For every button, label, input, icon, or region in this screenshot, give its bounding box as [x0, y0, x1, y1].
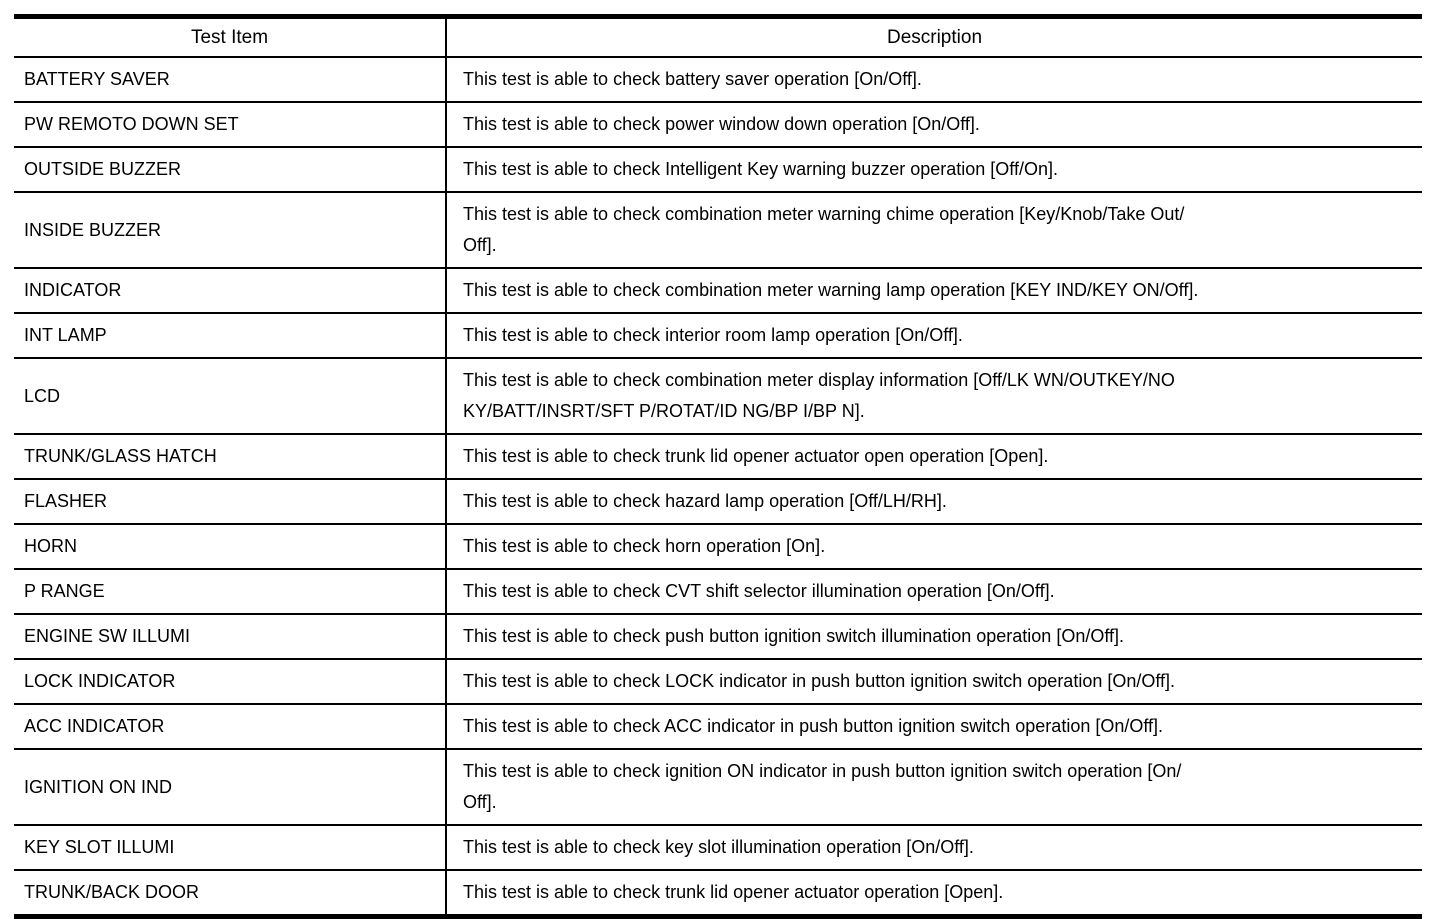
description-cell: This test is able to check CVT shift sel…	[446, 569, 1422, 615]
table-row: OUTSIDE BUZZER This test is able to chec…	[14, 147, 1422, 193]
test-item-cell: TRUNK/BACK DOOR	[14, 870, 447, 917]
description-cell: This test is able to check combination m…	[446, 268, 1422, 314]
table-row: HORN This test is able to check horn ope…	[14, 524, 1422, 570]
description-cell: This test is able to check combination m…	[446, 358, 1422, 435]
table-row: LOCK INDICATOR This test is able to chec…	[14, 659, 1422, 705]
table-row: BATTERY SAVER This test is able to check…	[14, 57, 1422, 103]
test-item-cell: INDICATOR	[14, 268, 447, 314]
test-item-cell: INT LAMP	[14, 313, 447, 359]
test-item-cell: LOCK INDICATOR	[14, 659, 447, 705]
test-table-body: BATTERY SAVER This test is able to check…	[14, 57, 1422, 917]
test-item-cell: IGNITION ON IND	[14, 749, 447, 826]
table-row: INDICATOR This test is able to check com…	[14, 268, 1422, 314]
description-cell: This test is able to check ACC indicator…	[446, 704, 1422, 750]
description-cell: This test is able to check battery saver…	[446, 57, 1422, 103]
table-row: INT LAMP This test is able to check inte…	[14, 313, 1422, 359]
description-cell: This test is able to check Intelligent K…	[446, 147, 1422, 193]
test-item-cell: ENGINE SW ILLUMI	[14, 614, 447, 660]
table-header-row: Test Item Description	[14, 16, 1422, 58]
test-item-cell: KEY SLOT ILLUMI	[14, 825, 447, 871]
test-item-cell: LCD	[14, 358, 447, 435]
table-row: FLASHER This test is able to check hazar…	[14, 479, 1422, 525]
test-item-cell: P RANGE	[14, 569, 447, 615]
test-item-cell: ACC INDICATOR	[14, 704, 447, 750]
description-cell: This test is able to check combination m…	[446, 192, 1422, 269]
description-cell: This test is able to check interior room…	[446, 313, 1422, 359]
description-cell: This test is able to check horn operatio…	[446, 524, 1422, 570]
table-row: PW REMOTO DOWN SET This test is able to …	[14, 102, 1422, 148]
description-cell: This test is able to check trunk lid ope…	[446, 434, 1422, 480]
table-row: ENGINE SW ILLUMI This test is able to ch…	[14, 614, 1422, 660]
description-cell: This test is able to check LOCK indicato…	[446, 659, 1422, 705]
table-row: KEY SLOT ILLUMI This test is able to che…	[14, 825, 1422, 871]
table-row: TRUNK/GLASS HATCH This test is able to c…	[14, 434, 1422, 480]
description-cell: This test is able to check power window …	[446, 102, 1422, 148]
test-item-cell: OUTSIDE BUZZER	[14, 147, 447, 193]
test-item-cell: TRUNK/GLASS HATCH	[14, 434, 447, 480]
test-item-table: Test Item Description BATTERY SAVER This…	[14, 14, 1422, 919]
table-row: TRUNK/BACK DOOR This test is able to che…	[14, 870, 1422, 917]
column-header-description: Description	[446, 16, 1422, 58]
table-row: P RANGE This test is able to check CVT s…	[14, 569, 1422, 615]
document-page: Test Item Description BATTERY SAVER This…	[0, 14, 1456, 919]
description-cell: This test is able to check ignition ON i…	[446, 749, 1422, 826]
table-row: LCD This test is able to check combinati…	[14, 358, 1422, 435]
test-item-cell: FLASHER	[14, 479, 447, 525]
description-cell: This test is able to check key slot illu…	[446, 825, 1422, 871]
test-item-cell: INSIDE BUZZER	[14, 192, 447, 269]
table-row: ACC INDICATOR This test is able to check…	[14, 704, 1422, 750]
description-cell: This test is able to check push button i…	[446, 614, 1422, 660]
description-cell: This test is able to check hazard lamp o…	[446, 479, 1422, 525]
test-item-cell: HORN	[14, 524, 447, 570]
test-item-cell: BATTERY SAVER	[14, 57, 447, 103]
column-header-test-item: Test Item	[14, 16, 447, 58]
test-item-cell: PW REMOTO DOWN SET	[14, 102, 447, 148]
table-row: IGNITION ON IND This test is able to che…	[14, 749, 1422, 826]
table-row: INSIDE BUZZER This test is able to check…	[14, 192, 1422, 269]
description-cell: This test is able to check trunk lid ope…	[463, 882, 1004, 902]
